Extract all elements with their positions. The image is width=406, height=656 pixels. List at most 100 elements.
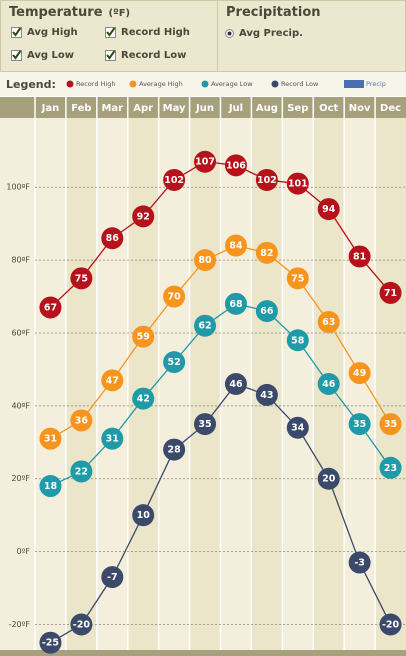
data-label: 82 xyxy=(260,248,273,259)
x-tick-label: Oct xyxy=(319,103,338,114)
data-point xyxy=(70,613,93,636)
data-label: 35 xyxy=(353,419,366,430)
data-label: 102 xyxy=(257,175,277,186)
data-point xyxy=(39,631,62,654)
column-band xyxy=(35,118,66,650)
data-label: 80 xyxy=(198,255,212,266)
checkbox[interactable]: Record High xyxy=(105,27,190,38)
data-label: 31 xyxy=(106,434,119,445)
data-point xyxy=(194,413,217,436)
checkbox[interactable]: Record Low xyxy=(105,50,186,61)
data-label: 84 xyxy=(229,241,243,252)
data-label: 75 xyxy=(291,273,304,284)
data-label: 35 xyxy=(198,419,211,430)
data-label: -20 xyxy=(382,619,400,630)
column-band xyxy=(189,118,221,650)
data-label: 47 xyxy=(106,375,119,386)
data-point xyxy=(317,373,340,395)
data-point xyxy=(348,245,371,268)
check-icon xyxy=(105,50,116,61)
data-label: 35 xyxy=(384,419,397,430)
data-point xyxy=(348,551,371,574)
data-label: 28 xyxy=(168,445,182,456)
data-point xyxy=(317,198,340,221)
check-icon xyxy=(11,50,22,61)
legend-label: Average Low xyxy=(211,80,253,88)
data-point xyxy=(286,172,309,195)
data-label: 92 xyxy=(137,211,150,222)
legend-precip-swatch xyxy=(344,80,364,88)
column-band xyxy=(65,118,97,650)
data-point xyxy=(101,227,124,250)
data-label: 49 xyxy=(353,368,366,379)
data-label: 94 xyxy=(322,204,336,215)
data-point xyxy=(70,409,93,432)
data-label: 10 xyxy=(137,510,151,521)
data-point xyxy=(224,373,247,395)
data-point xyxy=(163,351,186,374)
legend-label: Record High xyxy=(76,80,115,88)
data-point xyxy=(317,467,340,490)
data-label: 68 xyxy=(229,299,243,310)
data-point xyxy=(39,296,62,319)
legend-marker xyxy=(271,80,279,88)
data-label: 66 xyxy=(260,306,274,317)
checkbox-label: Avg Low xyxy=(27,50,75,61)
data-point xyxy=(379,456,402,479)
data-point xyxy=(379,613,402,636)
data-point xyxy=(255,300,278,323)
data-point xyxy=(255,383,278,406)
data-label: 75 xyxy=(75,273,88,284)
x-tick-label: Aug xyxy=(256,103,278,114)
data-point xyxy=(70,460,93,483)
data-label: 46 xyxy=(322,379,336,390)
data-point xyxy=(132,504,155,527)
column-band xyxy=(127,118,159,650)
temperature-title: Temperature (ºF) xyxy=(9,5,130,20)
checkbox[interactable]: Avg Low xyxy=(11,50,74,61)
x-tick-label: Jan xyxy=(41,103,60,114)
x-tick-label: May xyxy=(163,103,186,114)
data-point xyxy=(379,281,402,304)
legend-marker xyxy=(129,80,137,88)
temperature-title-text: Temperature xyxy=(9,5,103,20)
bottom-bar xyxy=(0,650,406,656)
legend-label: Record Low xyxy=(281,80,319,88)
data-point xyxy=(101,427,124,450)
precip-title: Precipitation xyxy=(226,5,321,20)
temperature-unit: (ºF) xyxy=(108,8,131,19)
data-point xyxy=(348,362,371,385)
data-point xyxy=(286,329,309,352)
legend-title: Legend: xyxy=(6,78,56,91)
data-label: 20 xyxy=(322,474,336,485)
control-panel: Temperature (ºF) Avg High Record High Avg… xyxy=(0,0,406,72)
divider xyxy=(217,1,218,71)
data-label: 34 xyxy=(291,423,305,434)
data-label: -20 xyxy=(73,619,91,630)
x-tick-label: Apr xyxy=(133,103,153,114)
data-point xyxy=(163,438,186,461)
data-point xyxy=(348,413,371,436)
data-label: 106 xyxy=(226,160,246,171)
data-label: 59 xyxy=(137,332,150,343)
y-tick-label: 40ºF xyxy=(11,401,30,410)
checkbox[interactable]: Avg High xyxy=(11,27,78,38)
data-point xyxy=(224,234,247,257)
data-label: -25 xyxy=(42,638,59,649)
data-label: 52 xyxy=(168,357,181,368)
data-point xyxy=(101,566,124,589)
radio[interactable]: Avg Precip. xyxy=(225,28,303,39)
data-point xyxy=(194,314,217,337)
radio-label: Avg Precip. xyxy=(239,28,303,39)
column-band xyxy=(282,118,314,650)
y-tick-label: 0ºF xyxy=(17,547,31,556)
data-label: 70 xyxy=(168,292,182,303)
legend-label: Average High xyxy=(139,80,183,88)
checkbox-label: Record Low xyxy=(121,50,187,61)
data-label: 63 xyxy=(322,317,335,328)
x-tick-label: Dec xyxy=(380,103,401,114)
data-label: 36 xyxy=(75,415,89,426)
data-label: 58 xyxy=(291,335,305,346)
data-label: 23 xyxy=(384,463,397,474)
